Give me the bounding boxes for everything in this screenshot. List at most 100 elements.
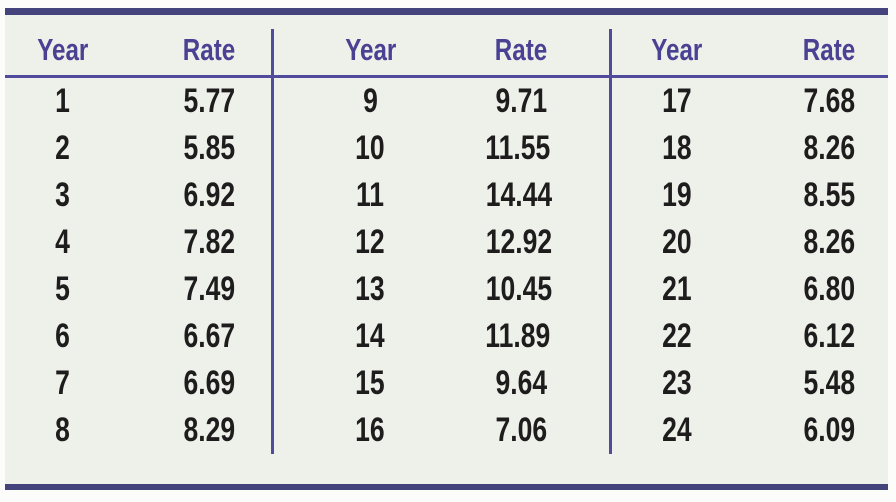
rate-value: 8.26	[803, 223, 855, 262]
table-header-row: Year Rate Year Rate Year Rate	[5, 29, 888, 79]
table-row: 4 7.82 12 12.92 20 8.26	[5, 219, 888, 267]
year-value: 17	[662, 82, 692, 121]
header-label: Rate	[182, 32, 236, 67]
rate-value: 8.29	[183, 411, 236, 450]
year-cell: 2	[5, 125, 120, 172]
year-value: 10	[355, 129, 386, 168]
table-row: 1 5.77 9 9.71 17 7.68	[5, 76, 888, 126]
year-cell: 4	[5, 219, 120, 266]
header-label: Rate	[494, 32, 548, 67]
rate-cell: 10.45	[467, 266, 611, 313]
year-value: 22	[662, 317, 692, 356]
year-cell: 15	[271, 360, 467, 408]
year-cell: 23	[609, 360, 743, 408]
rate-cell: 5.48	[742, 360, 888, 407]
rate-value: 9.71	[495, 82, 548, 121]
year-cell: 14	[271, 313, 467, 361]
rate-cell: 9.64	[467, 360, 611, 407]
rate-cell: 6.67	[120, 313, 273, 360]
rate-cell: 6.92	[120, 172, 273, 219]
rate-value: 8.26	[803, 129, 855, 168]
column-header-year: Year	[609, 29, 743, 79]
year-cell: 24	[609, 407, 743, 455]
year-value: 12	[355, 223, 386, 262]
rate-value: 5.48	[803, 364, 855, 403]
rate-cell: 7.82	[120, 219, 273, 266]
year-value: 1	[55, 82, 70, 121]
table-row: 3 6.92 11 14.44 19 8.55	[5, 172, 888, 220]
rate-value: 11.89	[485, 317, 550, 356]
rate-value: 7.49	[183, 270, 236, 309]
header-label: Year	[651, 32, 703, 67]
rate-cell: 8.29	[120, 407, 273, 454]
rate-value: 11.55	[485, 129, 550, 168]
year-cell: 9	[271, 76, 467, 126]
year-value: 24	[662, 411, 692, 450]
year-cell: 3	[5, 172, 120, 219]
year-value: 15	[355, 364, 386, 403]
column-header-rate: Rate	[466, 29, 611, 79]
rate-cell: 8.55	[742, 172, 888, 219]
rate-cell: 12.92	[467, 219, 611, 266]
rate-value: 7.06	[495, 411, 548, 450]
rate-cell: 5.85	[120, 125, 273, 172]
year-cell: 8	[5, 407, 120, 454]
rate-cell: 7.06	[467, 407, 611, 454]
year-value: 19	[662, 176, 692, 215]
rate-value: 10.45	[485, 270, 552, 309]
rate-cell: 6.69	[120, 360, 273, 407]
year-value: 3	[55, 176, 70, 215]
rate-value: 6.12	[803, 317, 855, 356]
year-value: 5	[55, 270, 70, 309]
rate-cell: 6.09	[742, 407, 888, 454]
year-cell: 19	[609, 172, 743, 220]
rate-value: 8.55	[803, 176, 855, 215]
table-row: 7 6.69 15 9.64 23 5.48	[5, 360, 888, 408]
year-value: 18	[662, 129, 692, 168]
header-label: Year	[36, 32, 88, 67]
year-cell: 12	[271, 219, 467, 267]
rate-value: 6.80	[803, 270, 855, 309]
year-value: 6	[55, 317, 70, 356]
year-cell: 1	[5, 77, 120, 126]
rate-cell: 6.80	[742, 266, 888, 313]
year-cell: 6	[5, 313, 120, 360]
table-row: 2 5.85 10 11.55 18 8.26	[5, 125, 888, 173]
table-row: 6 6.67 14 11.89 22 6.12	[5, 313, 888, 361]
year-value: 20	[662, 223, 692, 262]
table-panel: Year Rate Year Rate Year Rate 1 5.77 9 9…	[5, 8, 888, 491]
year-cell: 5	[5, 266, 120, 313]
rate-value: 6.09	[803, 411, 855, 450]
column-header-year: Year	[271, 29, 467, 79]
rate-value: 7.82	[183, 223, 236, 262]
column-header-rate: Rate	[119, 29, 273, 79]
year-value: 7	[55, 364, 70, 403]
year-value: 13	[355, 270, 386, 309]
rate-cell: 6.12	[742, 313, 888, 360]
rate-value: 14.44	[485, 176, 552, 215]
year-rate-table: Year Rate Year Rate Year Rate 1 5.77 9 9…	[5, 29, 888, 455]
year-value: 9	[363, 82, 378, 121]
column-header-rate: Rate	[742, 29, 888, 79]
year-cell: 7	[5, 360, 120, 407]
rate-cell: 11.55	[467, 125, 611, 172]
rate-cell: 9.71	[467, 77, 611, 126]
year-value: 11	[356, 176, 385, 215]
year-cell: 18	[609, 125, 743, 173]
year-value: 2	[55, 129, 70, 168]
year-value: 16	[355, 411, 386, 450]
table-body: 1 5.77 9 9.71 17 7.68 2 5.85 10 11.55 18…	[5, 76, 888, 455]
table-row: 5 7.49 13 10.45 21 6.80	[5, 266, 888, 314]
rate-value: 12.92	[485, 223, 552, 262]
year-cell: 13	[271, 266, 467, 314]
rate-value: 6.92	[183, 176, 236, 215]
year-cell: 16	[271, 407, 467, 455]
year-value: 4	[55, 223, 70, 262]
rate-value: 9.64	[495, 364, 548, 403]
column-header-year: Year	[5, 29, 120, 79]
rate-value: 6.67	[183, 317, 236, 356]
header-label: Year	[344, 32, 396, 67]
rate-value: 5.85	[183, 129, 236, 168]
year-cell: 11	[271, 172, 467, 220]
rate-cell: 7.49	[120, 266, 273, 313]
